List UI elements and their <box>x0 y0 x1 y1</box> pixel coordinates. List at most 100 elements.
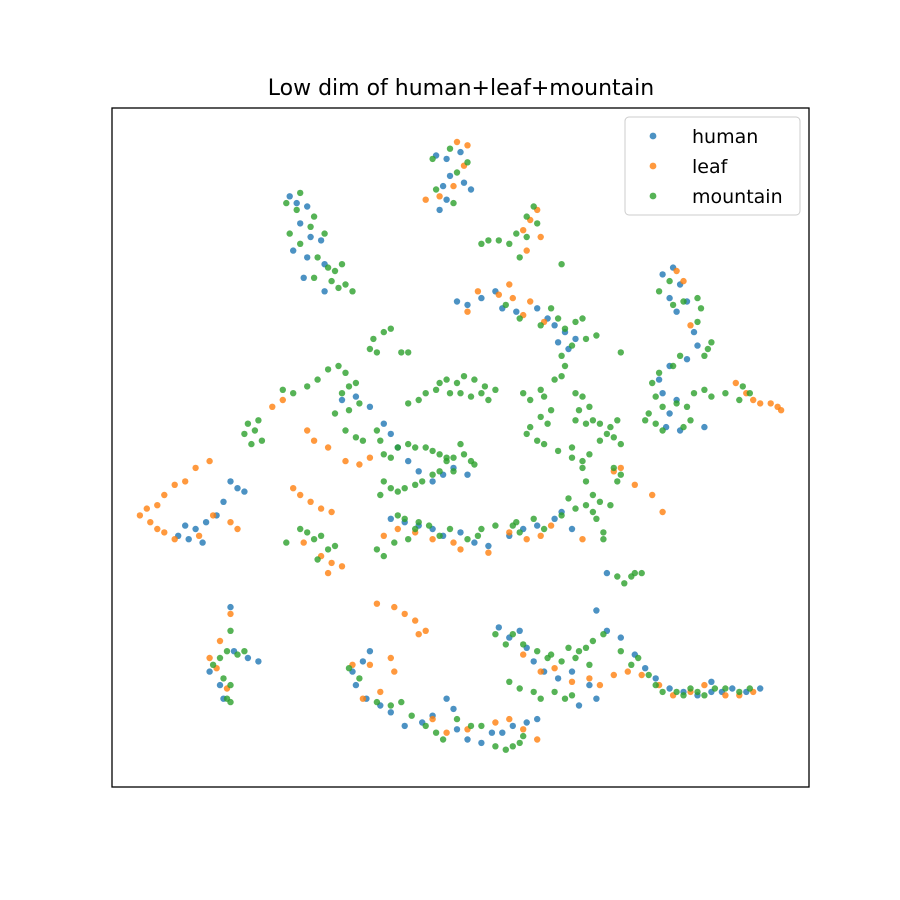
mountain-point <box>673 688 680 696</box>
mountain-point <box>600 536 607 543</box>
human-point <box>464 736 471 743</box>
mountain-point <box>450 468 457 475</box>
leaf-point <box>269 403 276 410</box>
mountain-point <box>506 240 513 247</box>
mountain-point <box>405 440 412 448</box>
human-point <box>534 305 541 312</box>
mountain-point <box>586 661 593 668</box>
mountain-point <box>589 417 597 424</box>
leaf-point <box>227 519 234 526</box>
human-point <box>429 478 436 485</box>
mountain-point <box>304 383 311 390</box>
leaf-point <box>750 396 757 404</box>
leaf-point <box>171 536 178 543</box>
mountain-point <box>297 189 304 197</box>
mountain-point <box>701 386 708 393</box>
mountain-point <box>394 488 401 495</box>
mountain-point <box>513 230 520 237</box>
human-point <box>286 193 293 200</box>
mountain-point <box>446 145 454 152</box>
human-point <box>534 715 541 723</box>
human-point <box>366 648 374 655</box>
mountain-point <box>593 332 600 339</box>
mountain-point <box>659 427 666 434</box>
leaf-point <box>732 379 739 387</box>
human-point <box>192 525 199 533</box>
mountain-point <box>540 440 548 448</box>
leaf-point <box>537 668 544 675</box>
human-point <box>575 702 583 709</box>
mountain-point <box>534 648 541 655</box>
human-point <box>655 376 663 383</box>
leaf-point <box>436 193 443 200</box>
human-point <box>666 294 673 302</box>
leaf-point <box>568 678 576 685</box>
mountain-point <box>582 478 590 485</box>
mountain-point <box>617 440 624 448</box>
mountain-point <box>209 661 217 668</box>
mountain-point <box>446 390 454 397</box>
human-point <box>659 271 666 278</box>
human-point <box>401 722 408 730</box>
mountain-point <box>220 675 227 682</box>
leaf-point <box>443 729 450 736</box>
leaf-point <box>429 715 436 723</box>
mountain-point <box>694 688 701 696</box>
mountain-point <box>537 695 544 702</box>
mountain-point <box>582 335 590 343</box>
leaf-point <box>579 536 586 543</box>
mountain-point <box>310 274 318 281</box>
mountain-point <box>286 230 293 237</box>
human-point <box>359 658 367 665</box>
mountain-point <box>478 525 485 533</box>
human-point <box>530 658 537 665</box>
mountain-point <box>412 525 419 533</box>
mountain-point <box>422 444 429 451</box>
mountain-point <box>492 386 499 393</box>
mountain-point <box>523 213 530 220</box>
mountain-point <box>516 315 523 322</box>
mountain-point <box>283 539 290 546</box>
mountain-point <box>642 417 649 424</box>
human-point <box>293 199 300 207</box>
mountain-point <box>701 692 708 699</box>
human-point <box>453 726 461 733</box>
legend-box <box>624 116 801 216</box>
mountain-point <box>547 407 555 414</box>
mountain-point <box>568 444 576 451</box>
human-point <box>683 356 691 363</box>
mountain-point <box>429 471 436 478</box>
mountain-point <box>617 648 624 655</box>
mountain-point <box>293 206 300 214</box>
human-point <box>617 634 624 641</box>
mountain-point <box>676 352 684 359</box>
legend-label-human: human <box>692 126 758 148</box>
mountain-point <box>485 396 492 404</box>
human-point <box>523 719 530 726</box>
leaf-point <box>391 603 398 611</box>
human-point <box>317 237 325 244</box>
leaf-point <box>659 508 666 516</box>
human-point <box>199 539 206 546</box>
leaf-point <box>767 400 774 407</box>
mountain-point <box>600 529 607 536</box>
mountain-point <box>453 715 461 723</box>
mountain-point <box>373 349 381 356</box>
mountain-point <box>547 651 555 658</box>
mountain-point <box>429 155 436 163</box>
mountain-point <box>429 447 436 455</box>
series-mountain <box>209 145 753 753</box>
mountain-point <box>516 254 523 261</box>
leaf-point <box>391 668 398 675</box>
human-point <box>220 498 227 505</box>
mountain-point <box>558 352 565 359</box>
mountain-point <box>412 481 419 488</box>
mountain-point <box>551 688 558 696</box>
human-point <box>690 328 698 336</box>
human-point <box>338 396 346 404</box>
mountain-point <box>436 468 443 475</box>
mountain-point <box>572 505 579 512</box>
leaf-point <box>380 532 387 539</box>
mountain-point <box>244 420 252 427</box>
mountain-point <box>579 464 586 472</box>
